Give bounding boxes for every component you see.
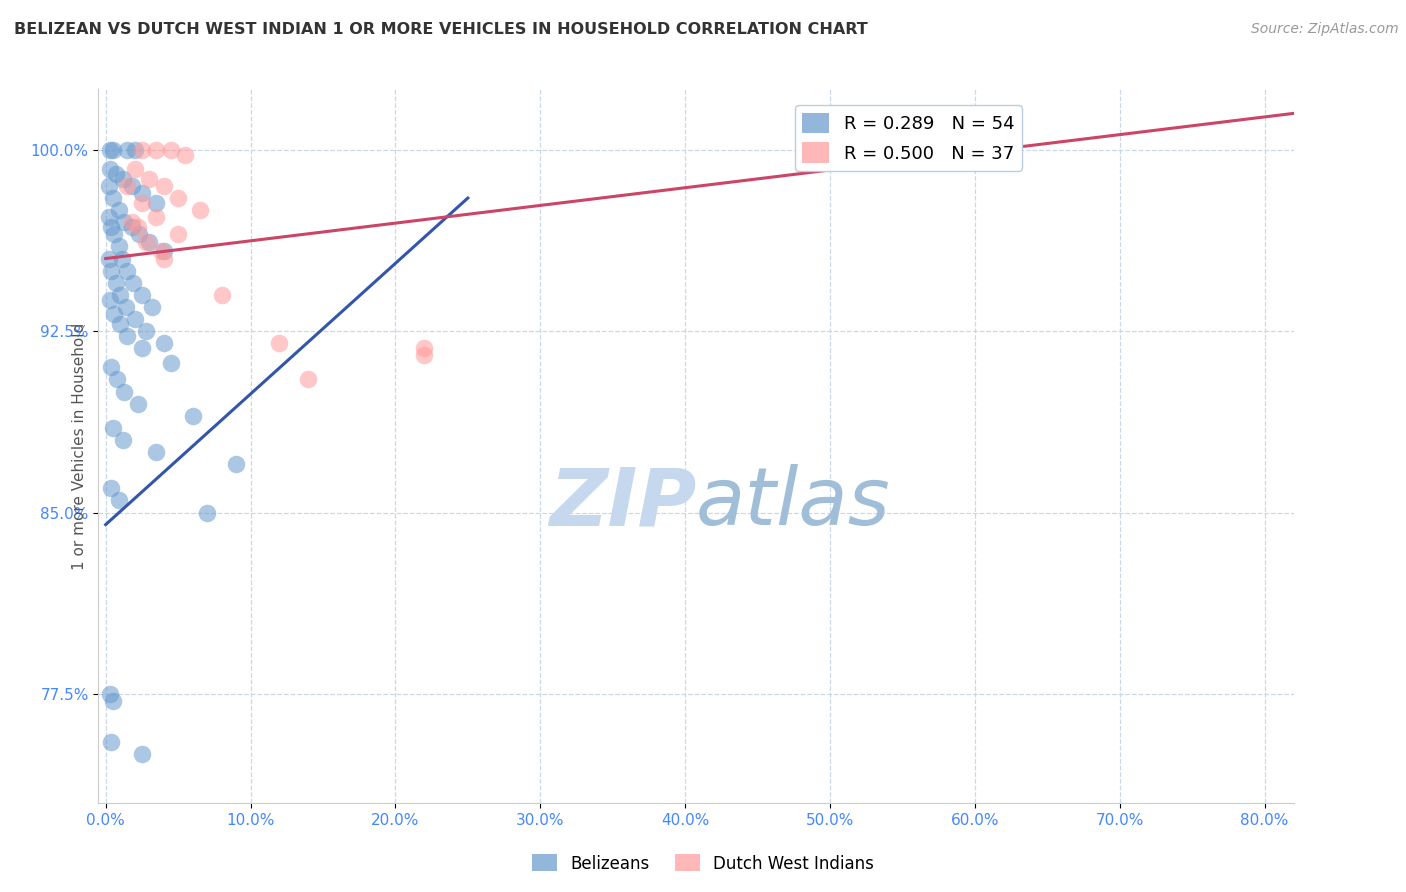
Point bbox=[145, 143, 167, 157]
Point bbox=[225, 457, 247, 471]
Point bbox=[98, 143, 121, 157]
Point bbox=[413, 341, 436, 355]
Point bbox=[211, 288, 233, 302]
Point bbox=[117, 143, 139, 157]
Point bbox=[100, 481, 122, 495]
Point bbox=[131, 143, 153, 157]
Point bbox=[135, 324, 157, 338]
Point bbox=[131, 341, 153, 355]
Point bbox=[100, 735, 122, 749]
Point bbox=[101, 143, 124, 157]
Point bbox=[145, 445, 167, 459]
Text: BELIZEAN VS DUTCH WEST INDIAN 1 OR MORE VEHICLES IN HOUSEHOLD CORRELATION CHART: BELIZEAN VS DUTCH WEST INDIAN 1 OR MORE … bbox=[14, 22, 868, 37]
Point bbox=[105, 372, 128, 386]
Point bbox=[112, 433, 135, 447]
Point bbox=[101, 191, 124, 205]
Point bbox=[124, 143, 146, 157]
Point bbox=[131, 186, 153, 201]
Point bbox=[145, 195, 167, 210]
Point bbox=[152, 336, 174, 351]
Y-axis label: 1 or more Vehicles in Household: 1 or more Vehicles in Household bbox=[72, 322, 87, 570]
Point bbox=[131, 195, 153, 210]
Point bbox=[127, 220, 149, 235]
Point bbox=[110, 252, 132, 266]
Point bbox=[117, 178, 139, 193]
Point bbox=[115, 300, 138, 314]
Point bbox=[121, 178, 143, 193]
Point bbox=[104, 167, 127, 181]
Point bbox=[117, 263, 139, 277]
Point bbox=[160, 143, 183, 157]
Point bbox=[114, 215, 136, 229]
Point bbox=[103, 307, 125, 321]
Legend: Belizeans, Dutch West Indians: Belizeans, Dutch West Indians bbox=[526, 847, 880, 880]
Point bbox=[112, 171, 135, 186]
Point bbox=[97, 211, 120, 225]
Point bbox=[108, 288, 131, 302]
Point bbox=[100, 360, 122, 375]
Text: Source: ZipAtlas.com: Source: ZipAtlas.com bbox=[1251, 22, 1399, 37]
Point bbox=[413, 348, 436, 362]
Point bbox=[107, 203, 129, 218]
Point bbox=[131, 747, 153, 762]
Point bbox=[100, 263, 122, 277]
Point bbox=[98, 687, 121, 701]
Point bbox=[97, 178, 120, 193]
Point bbox=[98, 161, 121, 176]
Point bbox=[104, 276, 127, 290]
Point bbox=[160, 355, 183, 369]
Point bbox=[127, 397, 149, 411]
Point bbox=[149, 244, 172, 259]
Point bbox=[98, 293, 121, 307]
Text: atlas: atlas bbox=[696, 464, 891, 542]
Point bbox=[152, 244, 174, 259]
Point bbox=[124, 161, 146, 176]
Point bbox=[152, 252, 174, 266]
Point bbox=[114, 384, 136, 399]
Point bbox=[269, 336, 291, 351]
Point bbox=[122, 276, 145, 290]
Point bbox=[818, 143, 841, 157]
Point bbox=[195, 506, 218, 520]
Point bbox=[107, 239, 129, 253]
Point bbox=[297, 372, 319, 386]
Point bbox=[121, 220, 143, 235]
Point bbox=[188, 203, 211, 218]
Point bbox=[121, 215, 143, 229]
Point bbox=[138, 171, 160, 186]
Point bbox=[152, 178, 174, 193]
Point bbox=[117, 329, 139, 343]
Point bbox=[181, 409, 204, 423]
Legend: R = 0.289   N = 54, R = 0.500   N = 37: R = 0.289 N = 54, R = 0.500 N = 37 bbox=[794, 105, 1022, 170]
Point bbox=[145, 211, 167, 225]
Point bbox=[124, 312, 146, 326]
Point bbox=[97, 252, 120, 266]
Point bbox=[131, 288, 153, 302]
Point bbox=[101, 694, 124, 708]
Point bbox=[138, 235, 160, 249]
Text: ZIP: ZIP bbox=[548, 464, 696, 542]
Point bbox=[108, 317, 131, 331]
Point bbox=[107, 493, 129, 508]
Point bbox=[128, 227, 150, 242]
Point bbox=[167, 227, 190, 242]
Point bbox=[101, 421, 124, 435]
Point bbox=[141, 300, 163, 314]
Point bbox=[100, 220, 122, 235]
Point bbox=[135, 235, 157, 249]
Point bbox=[174, 147, 197, 161]
Point bbox=[103, 227, 125, 242]
Point bbox=[167, 191, 190, 205]
